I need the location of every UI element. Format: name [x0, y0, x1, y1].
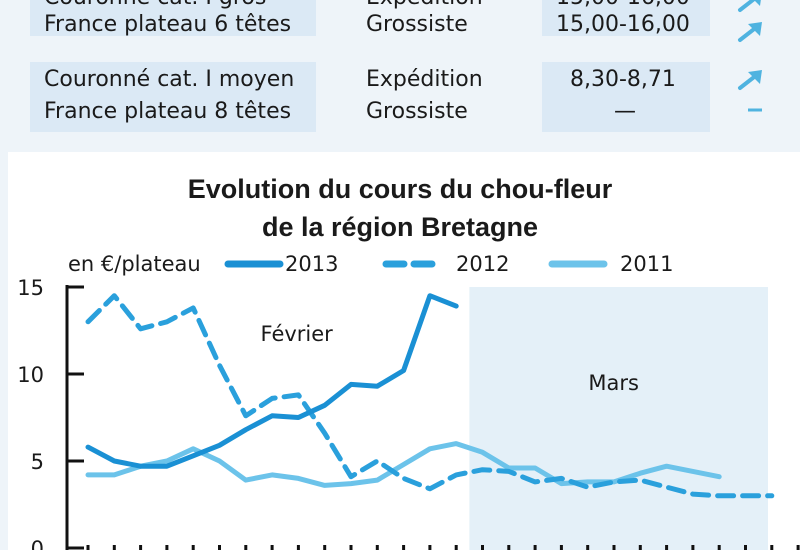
trend-up-icon: [738, 70, 762, 90]
series-line-2012: [85, 293, 775, 499]
stage1-row2: Expédition: [366, 67, 483, 92]
y-tick-label: 15: [17, 276, 44, 300]
chart-title-line1: Evolution du cours du chou-fleur: [187, 174, 613, 204]
product-line1-row2: Couronné cat. I moyen: [44, 67, 295, 92]
price-table: Couronné cat. I gros France plateau 6 tê…: [30, 0, 800, 140]
chart-title-line2: de la région Bretagne: [261, 212, 539, 242]
product-line2-row2: France plateau 8 têtes: [44, 99, 292, 124]
stage2-row1: Grossiste: [366, 12, 468, 37]
month-region-1: [469, 287, 768, 550]
series-line-2013: [85, 293, 459, 469]
price2-row1: 15,00-16,00: [556, 12, 690, 37]
trend-up-head: [754, 0, 761, 6]
trend-up-icon: [738, 0, 761, 12]
product-line1-row1: Couronné cat. I gros: [44, 0, 266, 14]
legend-label-2011: 2011: [620, 252, 674, 276]
month-label: Février: [261, 322, 334, 346]
trend-icons: [738, 0, 762, 112]
month-label: Mars: [588, 371, 639, 395]
y-tick-label: 5: [31, 450, 44, 474]
row-bg-2b: [542, 62, 710, 132]
row-bg-1b: [542, 0, 710, 36]
product-line2-row1: France plateau 6 têtes: [44, 12, 292, 37]
legend-label-2013: 2013: [285, 252, 339, 276]
y-unit-label: en €/plateau: [68, 252, 201, 276]
row-bg-1: [30, 0, 316, 36]
y-tick-label: 0: [31, 537, 44, 550]
price1-row1: 15,00-16,00: [556, 0, 690, 14]
stage1-row1: Expédition: [366, 0, 483, 14]
stage2-row2: Grossiste: [366, 99, 468, 124]
legend-label-2012: 2012: [456, 252, 510, 276]
trend-up-stroke: [738, 0, 757, 12]
trend-up-head: [748, 70, 762, 84]
series-line-2011: [85, 441, 722, 488]
price2-row2: —: [614, 99, 636, 124]
row-bg-2: [30, 62, 316, 132]
y-tick-label: 10: [17, 363, 44, 387]
trend-up-head: [748, 22, 762, 36]
price1-row2: 8,30-8,71: [570, 67, 676, 92]
trend-up-icon: [738, 22, 762, 42]
